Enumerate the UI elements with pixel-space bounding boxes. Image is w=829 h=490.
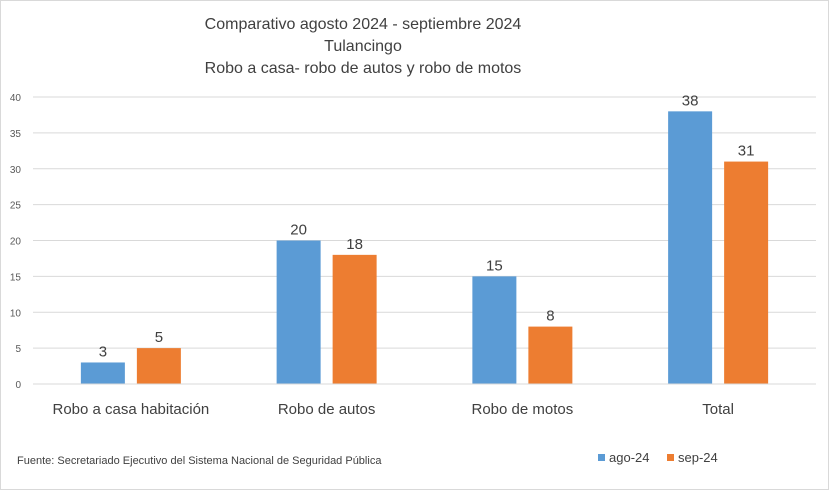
x-category-label: Robo a casa habitación xyxy=(52,401,209,418)
y-tick-label: 15 xyxy=(10,272,22,283)
source-note: Fuente: Secretariado Ejecutivo del Siste… xyxy=(17,455,382,467)
y-tick-label: 0 xyxy=(15,380,21,391)
bar-ago-24 xyxy=(80,362,125,384)
legend-swatch xyxy=(598,454,605,461)
chart-title-line: Tulancingo xyxy=(324,38,402,55)
bar-sep-24 xyxy=(724,161,769,384)
data-labels: 3 5 20 18 15 8 38 31 xyxy=(99,92,755,360)
data-label: 15 xyxy=(486,257,503,274)
legend-swatch xyxy=(667,454,674,461)
y-tick-label: 10 xyxy=(10,308,22,319)
data-label: 8 xyxy=(546,308,554,325)
y-axis: 0 5 10 15 20 25 30 35 40 xyxy=(10,93,22,391)
legend: ago-24 sep-24 xyxy=(598,450,718,465)
legend-label: sep-24 xyxy=(678,450,718,465)
chart-title-line: Comparativo agosto 2024 - septiembre 202… xyxy=(205,16,522,33)
y-tick-label: 20 xyxy=(10,237,22,248)
x-category-label: Robo de autos xyxy=(278,401,376,418)
data-label: 31 xyxy=(738,143,755,160)
y-tick-label: 30 xyxy=(10,165,22,176)
x-axis: Robo a casa habitación Robo de autos Robo … xyxy=(33,383,816,418)
data-label: 38 xyxy=(682,92,699,109)
x-category-label: Robo de motos xyxy=(472,401,574,418)
bar-ago-24 xyxy=(472,276,517,384)
bar-sep-24 xyxy=(528,326,573,384)
bar-sep-24 xyxy=(332,254,377,384)
y-tick-label: 25 xyxy=(10,201,22,212)
data-label: 18 xyxy=(346,236,363,253)
data-label: 5 xyxy=(155,329,163,346)
y-tick-label: 5 xyxy=(15,344,21,355)
y-tick-label: 40 xyxy=(10,93,22,104)
legend-label: ago-24 xyxy=(609,450,649,465)
data-label: 3 xyxy=(99,343,107,360)
x-category-label: Total xyxy=(702,401,734,418)
bar-ago-24 xyxy=(668,111,713,384)
bar-ago-24 xyxy=(276,240,321,384)
bars xyxy=(80,111,769,384)
chart-title-line: Robo a casa- robo de autos y robo de mot… xyxy=(205,60,522,77)
data-label: 20 xyxy=(290,222,307,239)
bar-sep-24 xyxy=(136,348,181,384)
chart-title: Comparativo agosto 2024 - septiembre 202… xyxy=(205,16,522,77)
y-tick-label: 35 xyxy=(10,129,22,140)
